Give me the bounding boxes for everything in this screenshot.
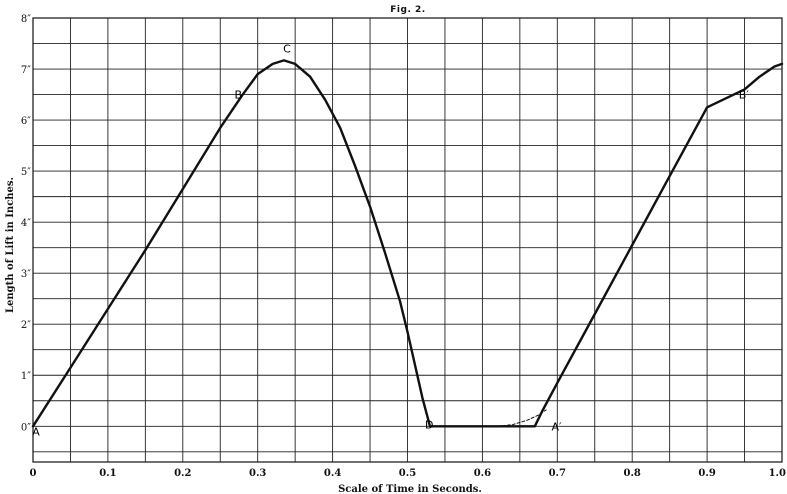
x-tick-label: 0.4 bbox=[324, 468, 341, 479]
y-tick-label: 0″ bbox=[21, 422, 31, 433]
y-axis-label: Length of Lift in Inches. bbox=[5, 177, 16, 313]
y-tick-label: 7″ bbox=[21, 65, 31, 76]
plot-frame bbox=[32, 17, 783, 463]
x-axis-ticks: 0 0.1 0.2 0.3 0.4 0.5 0.6 0.7 0.8 0.9 1.0 bbox=[30, 468, 787, 479]
x-tick-label: 0.1 bbox=[99, 468, 116, 479]
point-label: A′ bbox=[552, 420, 563, 433]
x-tick-label: 0.6 bbox=[474, 468, 491, 479]
x-tick-label: 1.0 bbox=[769, 468, 786, 479]
y-tick-label: 8″ bbox=[21, 14, 31, 25]
x-tick-label: 0.7 bbox=[549, 468, 566, 479]
point-label: B bbox=[234, 89, 242, 102]
point-label: B′ bbox=[739, 89, 750, 102]
plot-grid bbox=[33, 18, 782, 462]
y-tick-label: 6″ bbox=[21, 116, 31, 127]
y-tick-label: 5″ bbox=[21, 167, 31, 178]
lift-curve-line bbox=[31, 59, 784, 428]
point-labels: A B C D A′ B′ bbox=[32, 43, 749, 439]
x-tick-label: 0.5 bbox=[399, 468, 416, 479]
y-tick-label: 1″ bbox=[21, 371, 31, 382]
x-tick-label: 0.3 bbox=[249, 468, 266, 479]
figure-title: Fig. 2. bbox=[390, 5, 425, 15]
y-tick-label: 3″ bbox=[21, 269, 31, 280]
point-label: C bbox=[283, 43, 291, 56]
x-tick-label: 0.9 bbox=[698, 468, 715, 479]
x-tick-label: 0.2 bbox=[174, 468, 191, 479]
x-tick-label: 0.8 bbox=[623, 468, 640, 479]
point-label: D bbox=[425, 419, 433, 432]
x-tick-label: 0 bbox=[30, 468, 37, 479]
lift-curve-dashed-line bbox=[496, 409, 547, 427]
y-tick-label: 2″ bbox=[21, 320, 31, 331]
y-tick-label: 4″ bbox=[21, 218, 31, 229]
y-axis-ticks: 0″ 1″ 2″ 3″ 4″ 5″ 6″ 7″ 8″ bbox=[21, 14, 31, 433]
data-series-group bbox=[31, 59, 784, 428]
point-label: A bbox=[32, 425, 40, 438]
x-axis-label: Scale of Time in Seconds. bbox=[338, 484, 482, 494]
